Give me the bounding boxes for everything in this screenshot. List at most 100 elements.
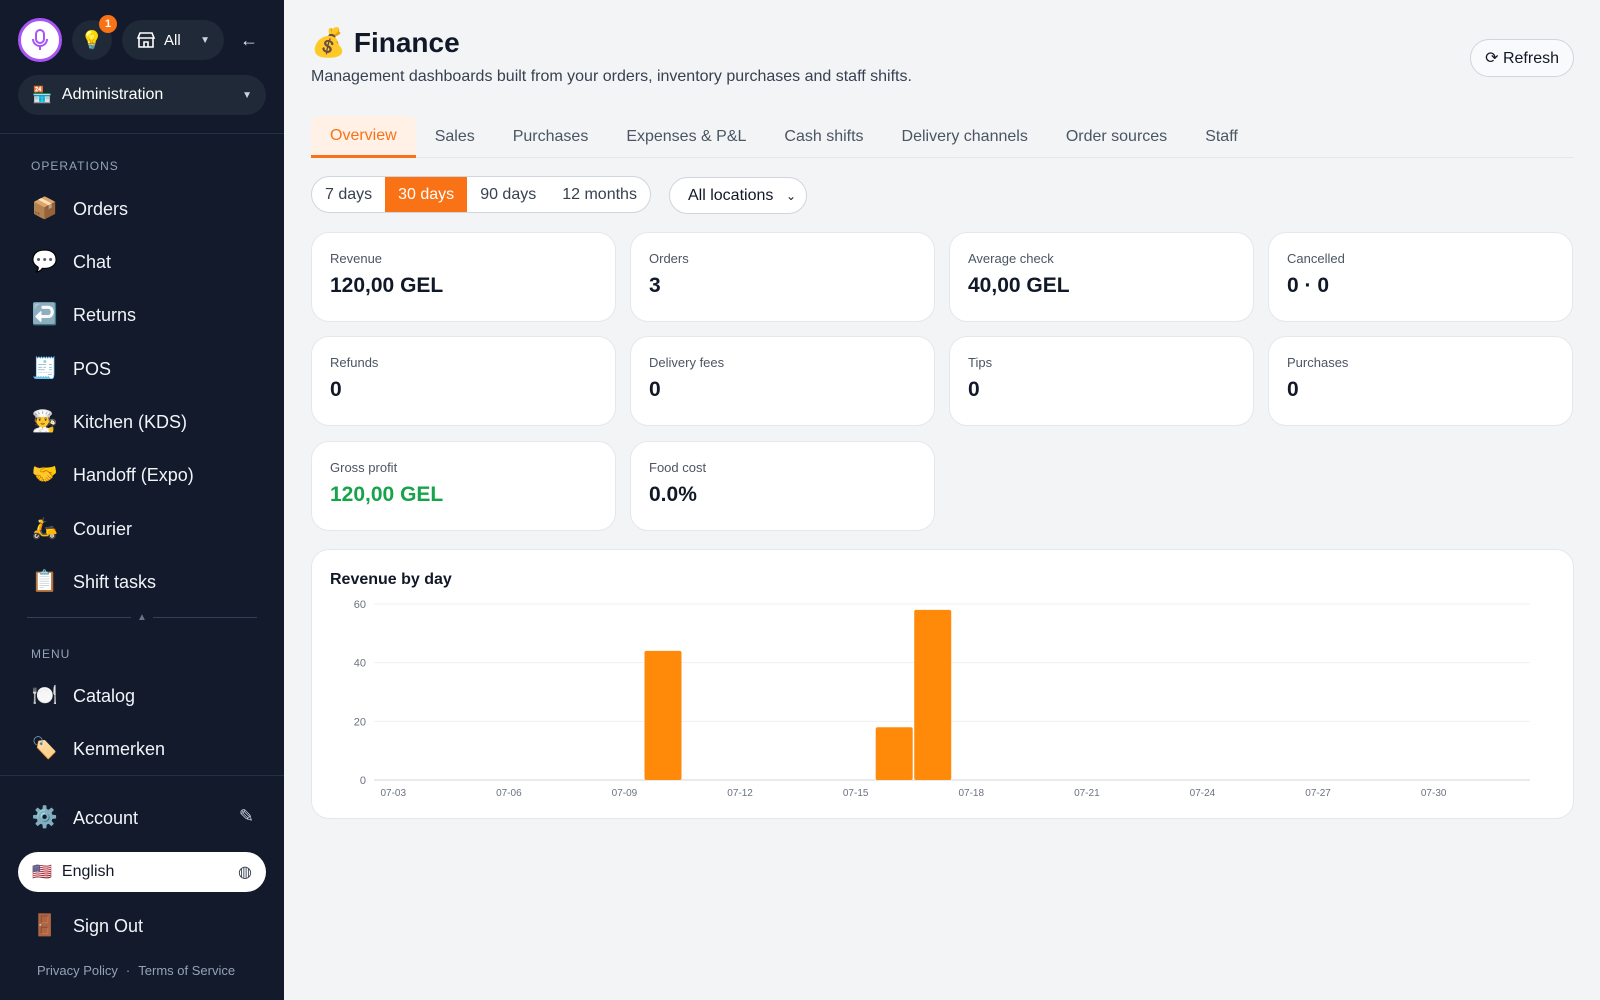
nav-label: Account bbox=[73, 807, 139, 828]
y-tick-label: 20 bbox=[354, 716, 366, 728]
nav-label: Returns bbox=[73, 304, 137, 325]
range-7-days[interactable]: 7 days bbox=[325, 185, 373, 203]
stat-label: Delivery fees bbox=[649, 355, 725, 370]
stat-value: 120,00 GEL bbox=[330, 483, 444, 506]
y-tick-label: 0 bbox=[360, 775, 366, 787]
nav-kenmerken[interactable]: 🏷️ Kenmerken bbox=[18, 727, 266, 771]
tab-delivery-channels[interactable]: Delivery channels bbox=[901, 128, 1028, 145]
chat-icon: 💬 bbox=[31, 250, 59, 273]
x-tick-label: 07-21 bbox=[1074, 788, 1100, 799]
tab-order-sources[interactable]: Order sources bbox=[1065, 128, 1168, 145]
store-emoji-icon: 🏪 bbox=[32, 87, 52, 104]
tab-bar: Overview Sales Purchases Expenses & P&L … bbox=[311, 116, 1574, 158]
terms-of-service-link[interactable]: Terms of Service bbox=[138, 963, 236, 978]
nav-chat[interactable]: 💬 Chat bbox=[18, 240, 266, 284]
chart-title: Revenue by day bbox=[330, 571, 452, 588]
language-select[interactable]: 🇺🇸 English ◍ bbox=[18, 852, 266, 892]
us-flag-icon: 🇺🇸 bbox=[32, 864, 52, 881]
handshake-icon: 🤝 bbox=[31, 463, 59, 486]
stat-label: Average check bbox=[968, 251, 1054, 266]
stat-value: 0 bbox=[330, 378, 342, 401]
nav-catalog[interactable]: 🍽️ Catalog bbox=[18, 674, 266, 718]
divider bbox=[0, 133, 284, 134]
nav-handoff[interactable]: 🤝 Handoff (Expo) bbox=[18, 453, 266, 497]
operations-collapse-toggle[interactable]: ▲ bbox=[27, 612, 257, 623]
cook-icon: 🧑‍🍳 bbox=[31, 410, 59, 433]
x-tick-label: 07-12 bbox=[727, 788, 753, 799]
globe-icon: ◍ bbox=[238, 864, 252, 881]
stat-value: 40,00 GEL bbox=[968, 274, 1070, 297]
stat-card-food-cost: Food cost 0.0% bbox=[630, 441, 935, 531]
lightbulb-icon: 💡 bbox=[80, 29, 104, 50]
edit-pencil-icon[interactable]: ✎ bbox=[238, 806, 254, 826]
x-tick-label: 07-27 bbox=[1305, 788, 1331, 799]
microphone-icon bbox=[32, 29, 48, 50]
x-tick-label: 07-18 bbox=[958, 788, 984, 799]
bar-07-17 bbox=[914, 609, 952, 780]
tab-cash-shifts[interactable]: Cash shifts bbox=[784, 128, 864, 145]
tab-staff[interactable]: Staff bbox=[1205, 128, 1238, 145]
nav-pos[interactable]: 🧾 POS bbox=[18, 347, 266, 391]
x-tick-label: 07-15 bbox=[843, 788, 869, 799]
x-tick-label: 07-03 bbox=[380, 788, 406, 799]
chevron-up-icon: ▲ bbox=[137, 612, 147, 623]
stat-label: Orders bbox=[649, 251, 689, 266]
role-select[interactable]: 🏪 Administration ▼ bbox=[18, 75, 266, 115]
stat-value: 0 bbox=[1287, 378, 1299, 401]
tips-button[interactable]: 💡 1 bbox=[72, 15, 117, 60]
nav-label: Chat bbox=[73, 251, 112, 272]
scooter-icon: 🛵 bbox=[31, 517, 59, 540]
role-value: Administration bbox=[61, 86, 164, 103]
nav-kitchen[interactable]: 🧑‍🍳 Kitchen (KDS) bbox=[18, 400, 266, 444]
tab-sales[interactable]: Sales bbox=[434, 128, 475, 145]
stat-label: Purchases bbox=[1287, 355, 1349, 370]
divider bbox=[0, 775, 284, 776]
x-tick-label: 07-30 bbox=[1421, 788, 1447, 799]
nav-sign-out[interactable]: 🚪 Sign Out bbox=[18, 904, 266, 948]
gear-icon: ⚙️ bbox=[31, 806, 59, 829]
nav-label: Kenmerken bbox=[73, 738, 166, 759]
nav-account[interactable]: ⚙️ Account bbox=[18, 796, 266, 840]
stat-card-revenue: Revenue 120,00 GEL bbox=[311, 232, 616, 322]
store-filter-select[interactable]: All ▼ bbox=[122, 20, 224, 60]
bar-07-10 bbox=[644, 650, 682, 780]
range-30-days[interactable]: 30 days bbox=[385, 177, 468, 212]
nav-label: Handoff (Expo) bbox=[73, 464, 194, 485]
stat-label: Tips bbox=[968, 355, 993, 370]
nav-label: POS bbox=[73, 358, 112, 379]
privacy-policy-link[interactable]: Privacy Policy bbox=[37, 963, 118, 978]
sidebar: 💡 1 All ▼ ← 🏪 Administration ▼ OPERATION… bbox=[0, 0, 284, 1000]
tab-purchases[interactable]: Purchases bbox=[512, 128, 589, 145]
main-content: 💰 Finance Management dashboards built fr… bbox=[284, 0, 1600, 1000]
stat-label: Revenue bbox=[330, 251, 383, 266]
store-filter-value: All bbox=[164, 31, 181, 49]
box-icon: 📦 bbox=[31, 197, 59, 220]
location-select[interactable]: All locations ⌄ bbox=[669, 177, 807, 214]
page-subtitle: Management dashboards built from your or… bbox=[311, 68, 912, 85]
page-title: 💰 Finance bbox=[311, 26, 460, 59]
footer-links: Privacy Policy · Terms of Service bbox=[37, 963, 235, 978]
range-12-months[interactable]: 12 months bbox=[562, 185, 637, 203]
store-icon bbox=[136, 32, 156, 48]
nav-label: Kitchen (KDS) bbox=[73, 411, 188, 432]
nav-shift-tasks[interactable]: 📋 Shift tasks bbox=[18, 560, 266, 604]
chevron-down-icon: ▼ bbox=[242, 89, 252, 101]
stat-label: Cancelled bbox=[1287, 251, 1345, 266]
stat-label: Gross profit bbox=[330, 460, 398, 475]
range-90-days[interactable]: 90 days bbox=[480, 185, 537, 203]
chevron-down-icon: ⌄ bbox=[785, 188, 796, 203]
refresh-button[interactable]: ⟳ Refresh bbox=[1470, 39, 1574, 77]
nav-returns[interactable]: ↩️ Returns bbox=[18, 293, 266, 337]
page-title-text: Finance bbox=[353, 26, 460, 58]
nav-orders[interactable]: 📦 Orders bbox=[18, 187, 266, 231]
tab-expenses-pl[interactable]: Expenses & P&L bbox=[626, 128, 747, 145]
nav-courier[interactable]: 🛵 Courier bbox=[18, 507, 266, 551]
stat-card-gross-profit: Gross profit 120,00 GEL bbox=[311, 441, 616, 531]
voice-button[interactable] bbox=[18, 18, 62, 62]
nav-label: Shift tasks bbox=[73, 571, 157, 592]
language-value: English bbox=[61, 863, 115, 880]
collapse-sidebar-icon[interactable]: ← bbox=[240, 29, 258, 50]
tag-icon: 🏷️ bbox=[31, 737, 59, 760]
receipt-icon: 🧾 bbox=[31, 357, 59, 380]
tab-overview[interactable]: Overview bbox=[311, 116, 416, 158]
